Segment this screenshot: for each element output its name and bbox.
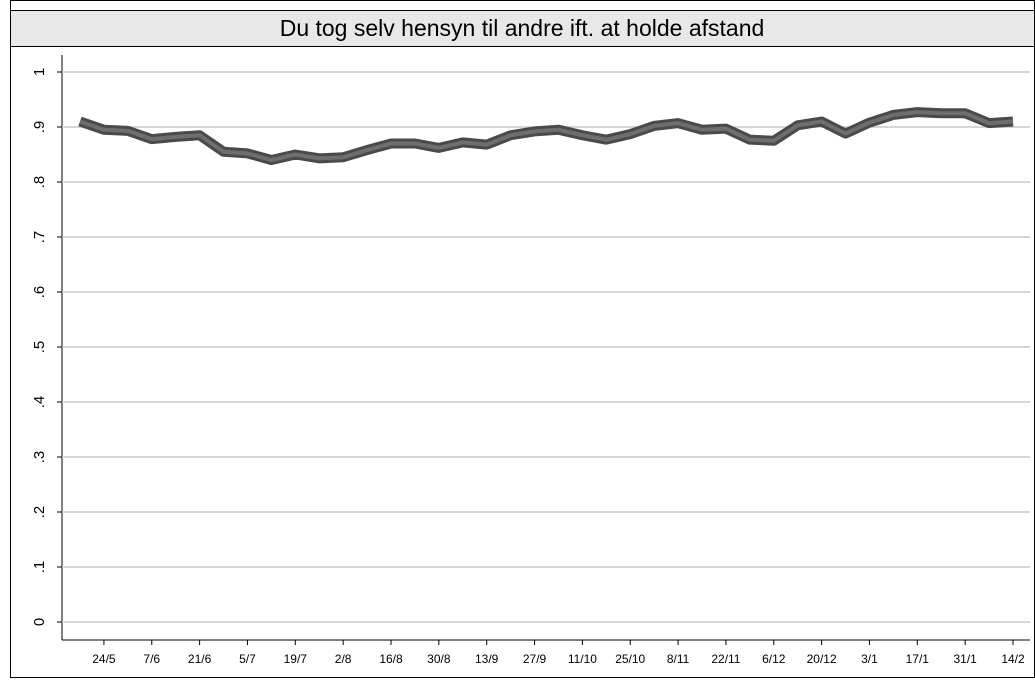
- y-tick-label: .9: [31, 121, 48, 134]
- x-tick-label: 7/6: [143, 652, 160, 666]
- y-tick-label: .7: [31, 231, 48, 244]
- y-tick-label: 0: [31, 618, 48, 626]
- x-tick-label: 22/11: [711, 652, 740, 666]
- x-tick-label: 16/8: [379, 652, 403, 666]
- x-tick-label: 14/2: [1001, 652, 1025, 666]
- y-tick-label: .8: [31, 176, 48, 189]
- y-tick-label: .3: [31, 451, 48, 464]
- x-tick-label: 17/1: [906, 652, 930, 666]
- x-tick-label: 21/6: [188, 652, 212, 666]
- plot-frame: [10, 0, 1035, 678]
- chart-title: Du tog selv hensyn til andre ift. at hol…: [280, 15, 765, 41]
- title-box: [10, 10, 1035, 47]
- y-tick-label: .2: [31, 506, 48, 519]
- x-tick-label: 6/12: [762, 652, 786, 666]
- x-tick-label: 8/11: [667, 652, 690, 666]
- x-tick-label: 19/7: [284, 652, 308, 666]
- x-tick-label: 27/9: [523, 652, 547, 666]
- y-tick-label: .6: [31, 286, 48, 299]
- x-tick-label: 20/12: [807, 652, 837, 666]
- line: [79, 110, 1014, 162]
- y-tick-label: 1: [31, 68, 48, 76]
- x-tick-label: 25/10: [615, 652, 645, 666]
- x-tick-label: 11/10: [568, 652, 597, 666]
- x-tick-label: 13/9: [475, 652, 499, 666]
- x-tick-label: 3/1: [861, 652, 878, 666]
- x-tick-label: 5/7: [239, 652, 256, 666]
- y-tick-label: .4: [31, 396, 48, 409]
- x-tick-label: 24/5: [92, 652, 116, 666]
- x-tick-label: 2/8: [335, 652, 352, 666]
- y-tick-label: .5: [31, 341, 48, 354]
- y-tick-label: .1: [31, 561, 48, 574]
- x-tick-label: 30/8: [427, 652, 451, 666]
- x-tick-label: 31/1: [953, 652, 977, 666]
